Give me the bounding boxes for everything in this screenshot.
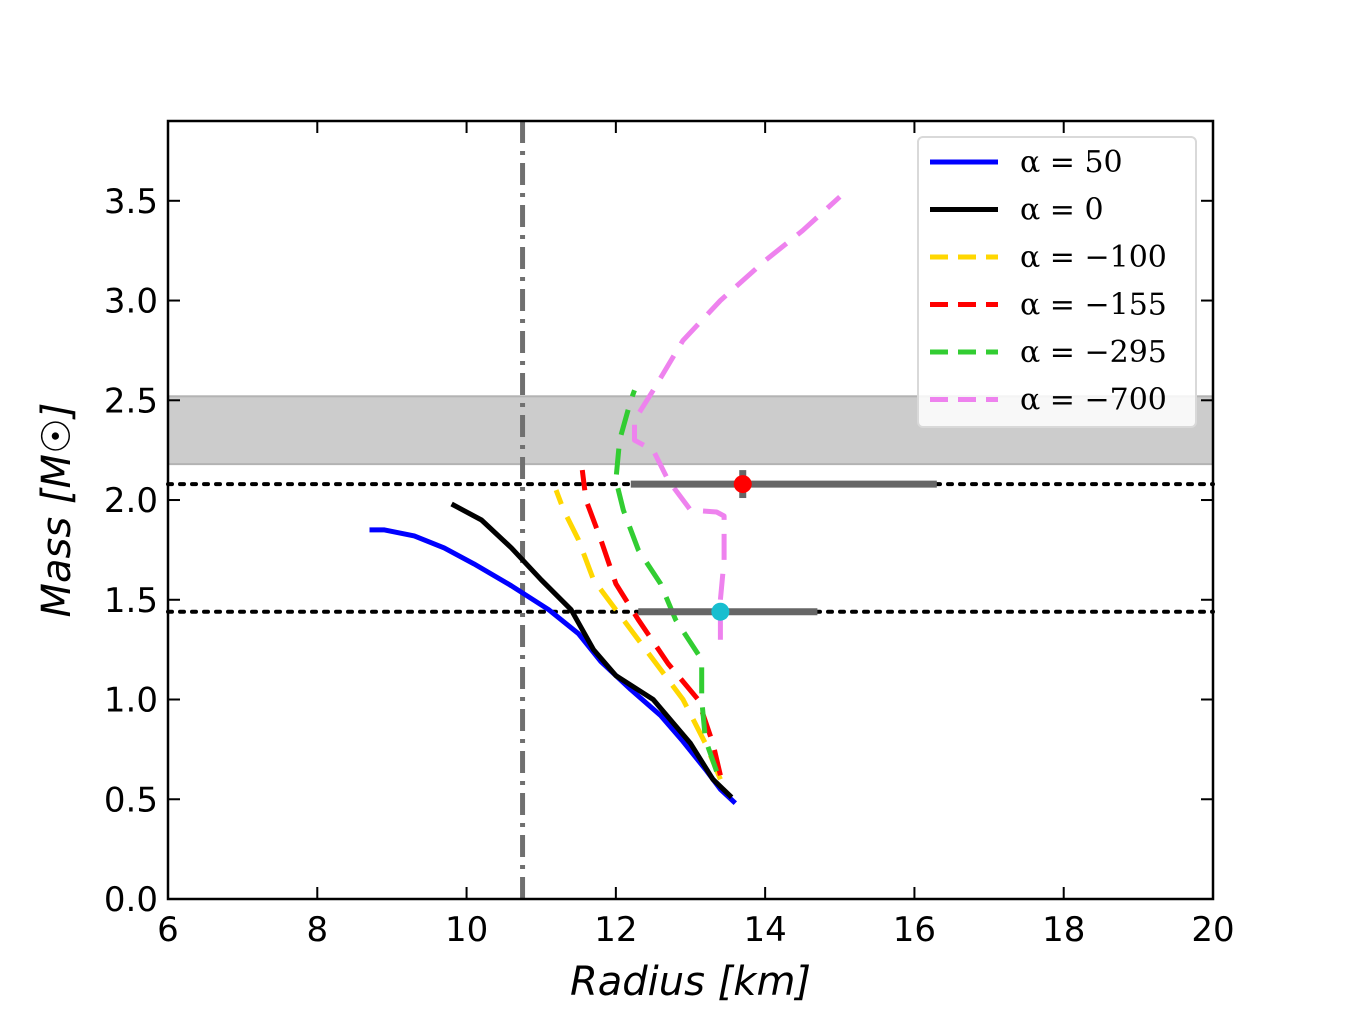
series-line-4 (613, 389, 719, 773)
y-tick-label-6: 3.0 (104, 282, 158, 322)
x-axis-label: Radius [km] (570, 959, 811, 1005)
series-line-0 (369, 527, 738, 806)
y-tick-label-1: 0.5 (104, 780, 158, 820)
x-tick-label-3: 12 (594, 910, 637, 950)
y-tick-label-7: 3.5 (104, 182, 158, 222)
y-tick-label-4: 2.0 (104, 481, 158, 521)
y-tick-label-3: 1.5 (104, 581, 158, 621)
x-tick-label-1: 8 (306, 910, 328, 950)
x-tick-label-7: 20 (1191, 910, 1234, 950)
plot-frame (166, 119, 1215, 901)
x-tick-label-0: 6 (157, 910, 179, 950)
data-point-marker-0 (733, 475, 752, 494)
series-line-1 (450, 501, 734, 800)
reference-lines (166, 121, 1215, 899)
legend-label-5: α = −700 (1020, 383, 1167, 418)
legend-label-2: α = −100 (1020, 240, 1167, 275)
legend-label-0: α = 50 (1020, 145, 1123, 180)
error-markers (630, 470, 937, 621)
y-tick-label-0: 0.0 (104, 880, 158, 920)
x-tick-label-4: 14 (744, 910, 787, 950)
series-line-2 (553, 489, 723, 781)
x-tick-label-6: 18 (1042, 910, 1085, 950)
legend-label-4: α = −295 (1020, 335, 1167, 370)
legend-label-1: α = 0 (1020, 193, 1104, 228)
legend-label-3: α = −155 (1020, 288, 1167, 323)
series-line-5 (632, 194, 842, 640)
y-tick-label-2: 1.0 (104, 681, 158, 721)
x-tick-label-2: 10 (445, 910, 488, 950)
data-point-marker-1 (711, 602, 730, 621)
axis-ticks: 6 8 10 12 14 16 18 20 0.0 0.5 1.0 1.5 2.0 2.5 3.0 3.5 (104, 121, 1235, 950)
legend: α = 50 α = 0 α = −100 α = −155 α = −295 α = −… (917, 136, 1197, 428)
series-line-3 (579, 469, 723, 776)
series-lines (369, 194, 842, 806)
y-tick-label-5: 2.5 (104, 381, 158, 421)
x-tick-label-5: 16 (893, 910, 936, 950)
y-axis-label: Mass [M☉] (34, 403, 80, 618)
